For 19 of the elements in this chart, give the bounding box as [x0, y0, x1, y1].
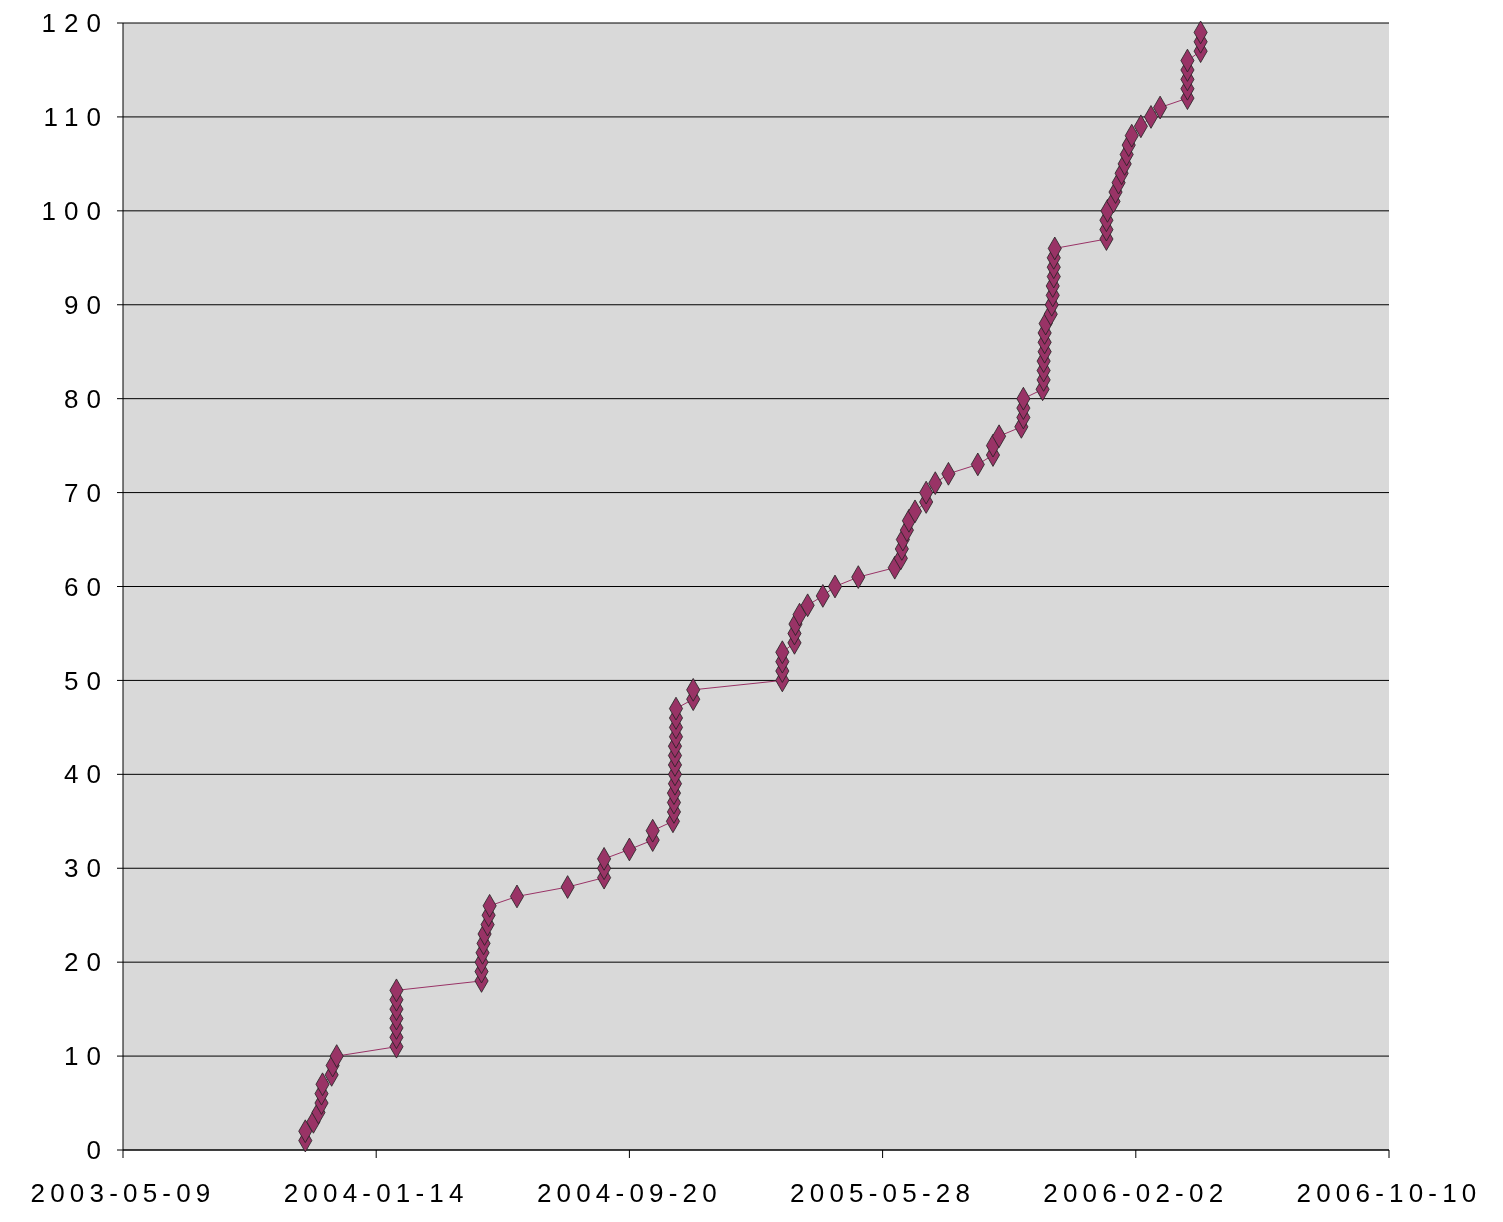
y-tick-label: 40: [64, 759, 109, 790]
x-tick-label: 2006-02-02: [1043, 1178, 1229, 1208]
y-tick-label: 110: [43, 102, 109, 133]
x-tick-label: 2003-05-09: [30, 1178, 216, 1208]
y-tick-label: 20: [64, 947, 109, 978]
y-tick-label: 100: [41, 195, 109, 226]
y-tick-label: 10: [64, 1041, 109, 1072]
y-tick-label: 30: [64, 853, 109, 884]
x-tick-label: 2004-09-20: [536, 1178, 722, 1208]
x-tick-label: 2005-05-28: [790, 1178, 976, 1208]
y-tick-label: 60: [64, 571, 109, 602]
y-tick-label: 80: [64, 383, 109, 414]
y-tick-label: 90: [64, 289, 109, 320]
y-tick-label: 50: [64, 665, 109, 696]
y-tick-label: 120: [41, 8, 109, 39]
x-tick-label: 2006-10-10: [1296, 1178, 1482, 1208]
y-tick-label: 70: [64, 477, 109, 508]
y-tick-label: 0: [86, 1135, 109, 1166]
x-tick-label: 2004-01-14: [283, 1178, 469, 1208]
